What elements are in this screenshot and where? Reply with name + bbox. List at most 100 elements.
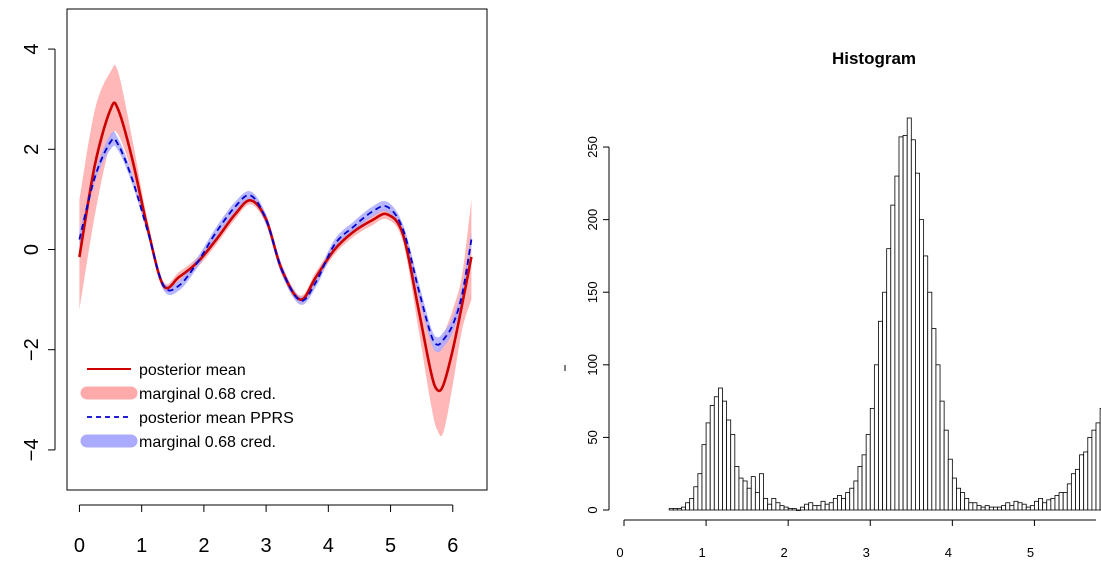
histogram-bar: [861, 454, 867, 511]
histogram-bar: [865, 434, 871, 511]
histogram-bar: [992, 506, 998, 511]
histogram-bar: [1050, 497, 1056, 511]
histogram-bar: [1013, 500, 1019, 511]
legend: posterior mean marginal 0.68 cred. posteri…: [80, 362, 294, 451]
y-tick-label: 200: [585, 209, 600, 231]
series-line-0: [78, 101, 473, 393]
histogram-bar: [886, 248, 892, 511]
line-plot: 0 1 2 3 4 5 6 −4 −2 0 2 4 posterior mean marginal 0…: [21, 8, 488, 557]
histogram-plot: Histogram 0 1 2 3 4 5 0 50 100 150 200 250: [564, 49, 1101, 560]
histogram-bar: [750, 476, 756, 511]
x-tick-label: 3: [261, 535, 272, 557]
histogram-bar: [795, 509, 801, 511]
histogram-bar: [1017, 502, 1023, 511]
histogram-bar: [775, 502, 781, 511]
histogram-bar: [1046, 499, 1052, 511]
histogram-bar: [1087, 437, 1093, 511]
y-tick-label: 150: [585, 281, 600, 303]
histogram-bar: [726, 419, 732, 511]
histogram-bar: [1009, 505, 1015, 511]
histogram-bar: [722, 400, 728, 511]
histogram-bar: [1042, 502, 1048, 511]
histogram-bar: [738, 477, 744, 511]
histogram-bar: [816, 505, 822, 511]
histogram-bar: [763, 497, 769, 511]
histogram-bar: [767, 503, 773, 511]
histogram-bar: [1038, 497, 1044, 511]
x-tick-label: 2: [781, 545, 788, 560]
histogram-bars: [668, 117, 1101, 511]
legend-label: marginal 0.68 cred.: [139, 434, 276, 451]
histogram-bar: [730, 434, 736, 511]
histogram-bar: [902, 135, 908, 511]
histogram-bar: [956, 487, 961, 511]
histogram-bar: [968, 502, 974, 511]
histogram-bar: [947, 458, 953, 511]
x-tick-label: 6: [447, 535, 458, 557]
histogram-bar: [672, 508, 678, 511]
y-tick-label: 2: [21, 144, 43, 155]
histogram-bar: [668, 508, 674, 511]
histogram-bar: [869, 407, 875, 511]
histogram-bar: [787, 508, 793, 511]
histogram-bar: [915, 172, 920, 511]
histogram-bar: [693, 486, 699, 511]
histogram-bar: [910, 139, 916, 511]
histogram-bar: [824, 503, 830, 511]
histogram-bar: [1062, 492, 1068, 511]
histogram-bar: [804, 503, 810, 511]
histogram-bar: [783, 506, 789, 511]
y-tick-label: 4: [21, 44, 43, 55]
histogram-bar: [878, 320, 883, 511]
y-tick-label: 0: [21, 244, 43, 255]
histogram-bar: [685, 502, 691, 511]
histogram-bar: [931, 328, 937, 511]
histogram-bar: [800, 506, 805, 511]
histogram-bar: [812, 505, 818, 511]
x-tick-label: 0: [616, 545, 623, 560]
x-tick-label: 2: [198, 535, 209, 557]
histogram-bar: [837, 495, 842, 511]
histogram-bar: [791, 508, 797, 511]
histogram-bar: [754, 492, 760, 511]
histogram-bar: [1075, 468, 1080, 511]
histogram-bar: [701, 444, 707, 511]
histogram-bar: [820, 500, 826, 511]
histogram-bar: [951, 477, 957, 511]
histogram-bar: [779, 505, 785, 511]
y-tick-label: −2: [21, 338, 43, 361]
y-tick-label: 50: [585, 430, 600, 444]
y-tick-label: 0: [585, 506, 600, 513]
x-tick-label: 4: [323, 535, 334, 557]
y-axis: 0 50 100 150 200 250: [564, 136, 610, 514]
x-tick-label: 5: [1027, 545, 1034, 560]
histogram-bar: [1054, 495, 1060, 511]
histogram-bar: [894, 175, 900, 511]
x-axis: 0 1 2 3 4 5 6: [74, 504, 458, 557]
histogram-bar: [873, 364, 879, 511]
series-lines: [78, 101, 473, 393]
histogram-bar: [882, 291, 888, 511]
histogram-bar: [709, 405, 715, 511]
histogram-bar: [984, 505, 990, 511]
histogram-bar: [759, 473, 764, 511]
histogram-bar: [1058, 492, 1064, 511]
histogram-bar: [1083, 451, 1089, 511]
histogram-bar: [742, 480, 748, 511]
histogram-title: Histogram: [832, 49, 916, 68]
histogram-bar: [849, 487, 855, 511]
histogram-bar: [939, 400, 945, 511]
histogram-bar: [898, 136, 904, 511]
histogram-bar: [919, 219, 925, 511]
histogram-bar: [988, 506, 994, 511]
y-tick-label: −4: [21, 439, 43, 462]
histogram-bar: [771, 497, 777, 511]
histogram-bar: [853, 480, 859, 511]
histogram-bar: [1070, 473, 1076, 511]
histogram-bar: [828, 502, 834, 511]
plot-frame: [66, 8, 488, 491]
histogram-bar: [1029, 505, 1035, 511]
histogram-bar: [906, 117, 912, 511]
x-tick-label: 3: [863, 545, 870, 560]
